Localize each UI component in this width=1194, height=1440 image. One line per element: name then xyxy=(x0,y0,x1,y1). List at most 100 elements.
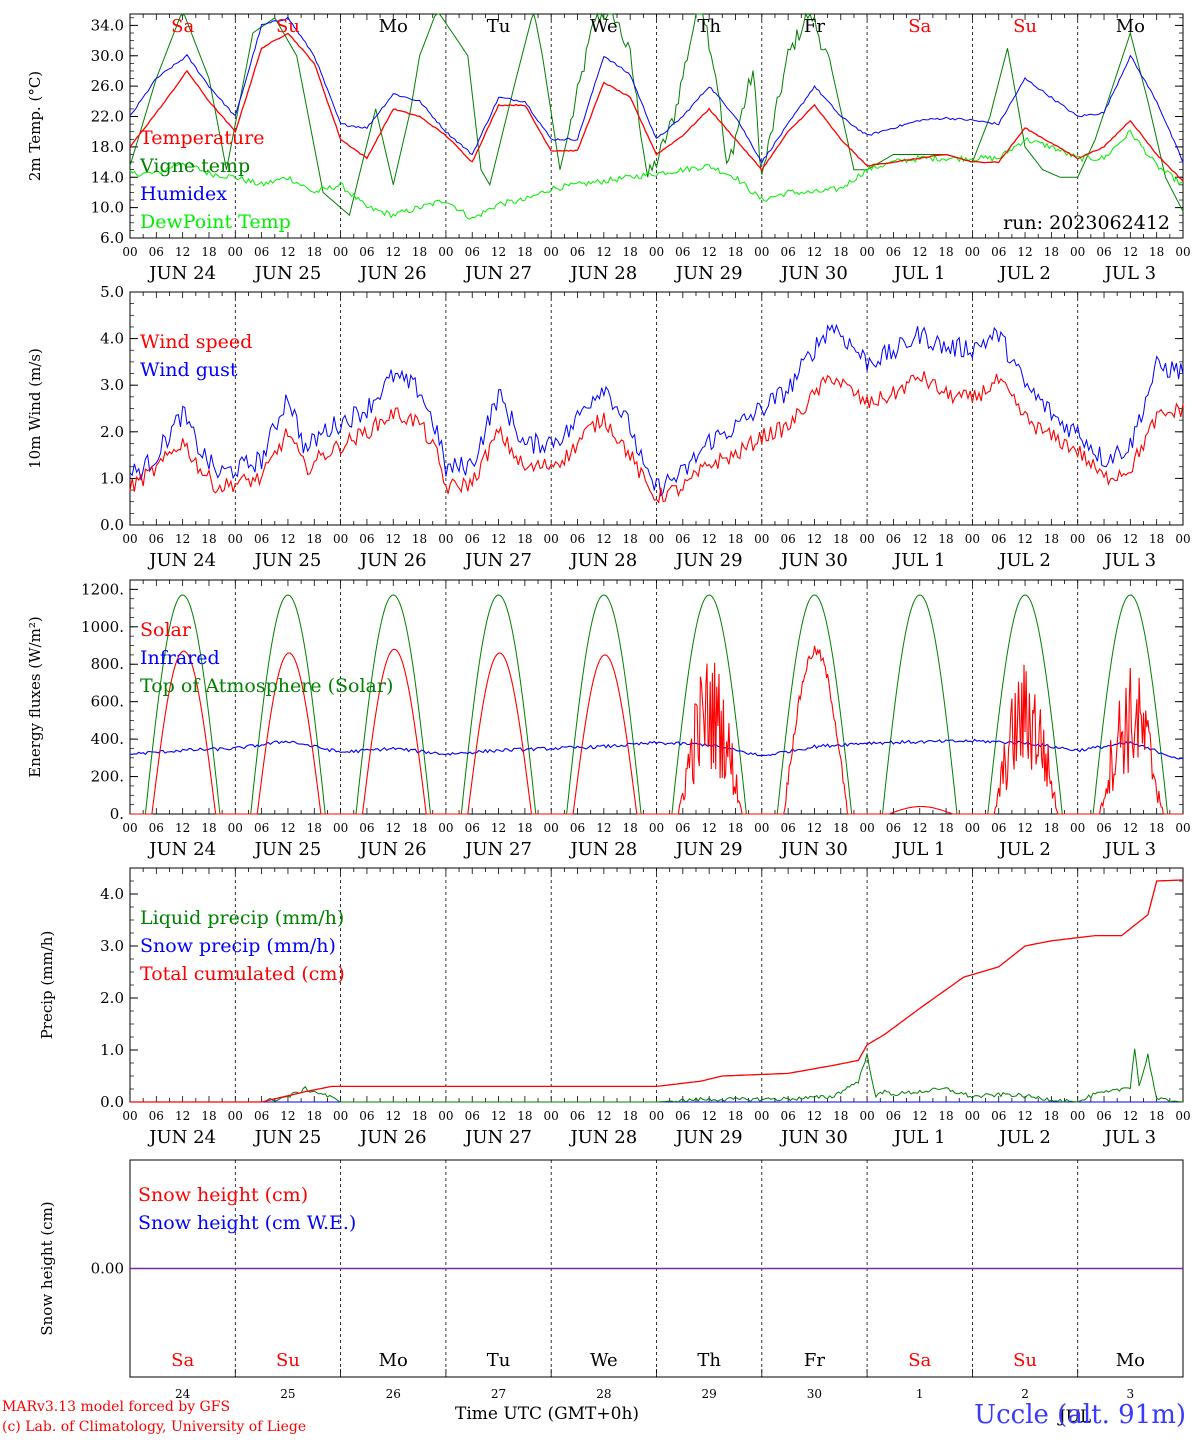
day-label: Mo xyxy=(379,1350,408,1371)
date-label: JUN 30 xyxy=(779,839,848,860)
hour-tick-label: 00 xyxy=(649,821,664,835)
hour-tick-label: 06 xyxy=(780,1109,795,1123)
day-number-label: 1 xyxy=(916,1387,924,1401)
date-label: JUN 26 xyxy=(358,263,427,284)
date-label: JUN 25 xyxy=(253,263,322,284)
hour-tick-label: 18 xyxy=(201,821,216,835)
hour-tick-label: 00 xyxy=(438,532,453,546)
station-label: Uccle (alt. 91m) xyxy=(974,1400,1186,1430)
panel-frame xyxy=(129,13,1184,239)
hour-tick-label: 18 xyxy=(1044,245,1059,259)
hour-tick-label: 00 xyxy=(1175,245,1190,259)
hour-tick-label: 12 xyxy=(491,821,506,835)
legend-entry: Temperature xyxy=(140,127,264,149)
hour-tick-label: 18 xyxy=(517,532,532,546)
hour-tick-label: 00 xyxy=(544,245,559,259)
y-tick-label: 3.0 xyxy=(100,937,124,955)
hour-tick-label: 18 xyxy=(201,532,216,546)
hour-tick-label: 18 xyxy=(623,821,638,835)
legend-entry: Humidex xyxy=(140,183,227,205)
hour-tick-label: 18 xyxy=(1149,245,1164,259)
hour-tick-label: 00 xyxy=(649,1109,664,1123)
hour-tick-label: 18 xyxy=(938,821,953,835)
y-tick-label: 0. xyxy=(110,805,124,823)
day-number-label: 26 xyxy=(386,1387,401,1401)
panel-2: 5.0 4.0 3.0 2.0 1.0 0.0 10m Wind (m/s) Wind spe… xyxy=(26,283,1191,571)
hour-tick-label: 18 xyxy=(517,1109,532,1123)
hour-tick-label: 18 xyxy=(938,245,953,259)
y-tick-label: 0.0 xyxy=(100,516,124,534)
hour-tick-label: 00 xyxy=(754,532,769,546)
day-label: Su xyxy=(276,1350,300,1371)
hour-tick-label: 12 xyxy=(596,821,611,835)
day-label: Tu xyxy=(487,1350,511,1371)
date-label: JUN 27 xyxy=(463,550,532,571)
hour-tick-label: 12 xyxy=(807,821,822,835)
series-line-wind-speed xyxy=(129,371,1184,504)
legend-entry: Wind speed xyxy=(140,331,252,353)
hour-tick-label: 12 xyxy=(702,821,717,835)
date-label: JUN 30 xyxy=(779,1127,848,1148)
hour-tick-label: 00 xyxy=(649,245,664,259)
hour-tick-label: 06 xyxy=(991,1109,1006,1123)
hour-tick-label: 06 xyxy=(570,245,585,259)
x-axis-label: Time UTC (GMT+0h) xyxy=(455,1404,640,1424)
day-number-label: 30 xyxy=(807,1387,822,1401)
legend-entry: Top of Atmosphere (Solar) xyxy=(140,675,393,697)
hour-tick-label: 00 xyxy=(1070,532,1085,546)
hour-tick-label: 06 xyxy=(570,1109,585,1123)
hour-tick-label: 12 xyxy=(912,1109,927,1123)
hour-tick-label: 12 xyxy=(175,821,190,835)
hour-tick-label: 12 xyxy=(175,245,190,259)
hour-tick-label: 06 xyxy=(991,821,1006,835)
y-tick-label: 34.0 xyxy=(91,16,124,34)
hour-tick-label: 06 xyxy=(991,532,1006,546)
hour-tick-label: 18 xyxy=(1044,1109,1059,1123)
series-line-total-cumulated xyxy=(130,879,1183,1103)
hour-tick-label: 00 xyxy=(965,1109,980,1123)
date-label: JUL 2 xyxy=(997,1127,1051,1148)
hour-tick-label: 18 xyxy=(833,245,848,259)
hour-tick-label: 06 xyxy=(780,245,795,259)
legend-entry: Infrared xyxy=(140,647,220,669)
hour-tick-label: 18 xyxy=(517,821,532,835)
hour-tick-label: 06 xyxy=(254,821,269,835)
date-label: JUN 24 xyxy=(147,550,216,571)
hour-tick-label: 12 xyxy=(1017,821,1032,835)
hour-tick-label: 12 xyxy=(280,821,295,835)
date-label: JUN 24 xyxy=(147,263,216,284)
hour-tick-label: 18 xyxy=(307,821,322,835)
y-tick-label: 1.0 xyxy=(100,1041,124,1059)
date-label: JUN 24 xyxy=(147,839,216,860)
hour-tick-label: 06 xyxy=(886,245,901,259)
hour-tick-label: 00 xyxy=(859,1109,874,1123)
day-label: Tu xyxy=(487,16,511,37)
legend-entry: Snow height (cm) xyxy=(138,1184,308,1206)
hour-tick-label: 00 xyxy=(333,245,348,259)
hour-tick-label: 12 xyxy=(807,245,822,259)
date-label: JUN 24 xyxy=(147,1127,216,1148)
hour-tick-label: 00 xyxy=(228,245,243,259)
date-label: JUN 29 xyxy=(674,1127,743,1148)
series-line-humidex xyxy=(129,16,1184,165)
day-label: Th xyxy=(697,16,721,37)
hour-tick-label: 00 xyxy=(438,821,453,835)
hour-tick-label: 12 xyxy=(596,532,611,546)
date-label: JUN 25 xyxy=(253,1127,322,1148)
date-label: JUL 3 xyxy=(1103,550,1157,571)
y-tick-label: 800. xyxy=(91,655,124,673)
hour-tick-label: 00 xyxy=(122,821,137,835)
hour-tick-label: 12 xyxy=(491,1109,506,1123)
hour-tick-label: 18 xyxy=(623,245,638,259)
y-tick-label: 5.0 xyxy=(100,283,124,301)
hour-tick-label: 12 xyxy=(702,532,717,546)
hour-tick-label: 18 xyxy=(938,1109,953,1123)
hour-tick-label: 18 xyxy=(1044,532,1059,546)
hour-tick-label: 06 xyxy=(465,245,480,259)
y-tick-label: 6.0 xyxy=(100,229,124,247)
day-number-label: 3 xyxy=(1127,1387,1135,1401)
hour-tick-label: 18 xyxy=(728,532,743,546)
hour-tick-label: 00 xyxy=(754,245,769,259)
hour-tick-label: 12 xyxy=(912,821,927,835)
